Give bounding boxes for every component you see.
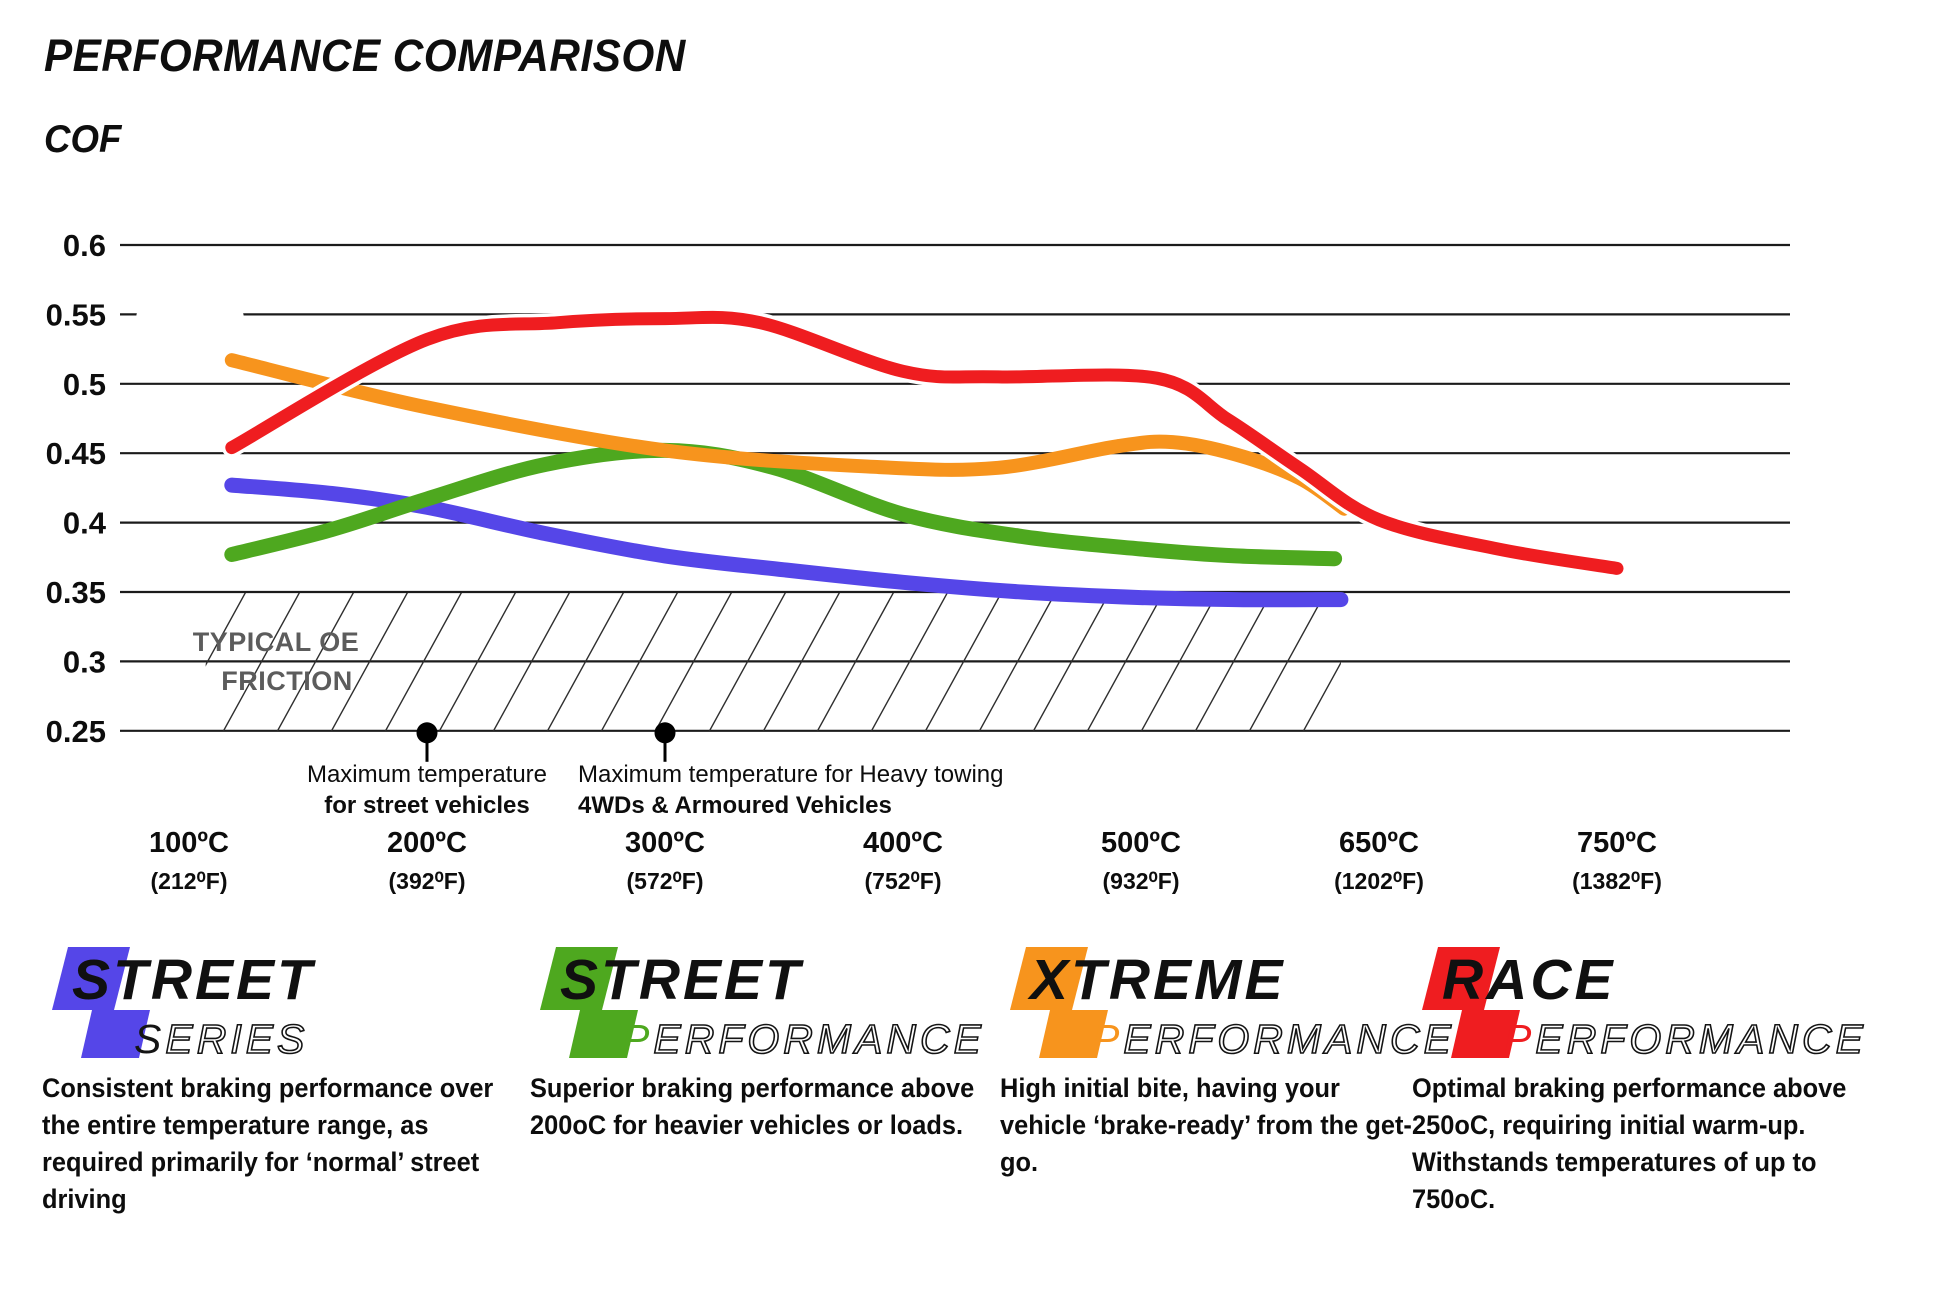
logo-word1: STREET — [72, 948, 316, 1012]
max-temp-marker-0 — [416, 722, 438, 744]
product-legend-row: STREET SERIES Consistent braking performa… — [0, 944, 1946, 1310]
oe-zone-label-line2: FRICTION — [221, 666, 353, 696]
logo-word1: STREET — [560, 948, 804, 1012]
x-tick-650c: 650ºC — [1339, 827, 1419, 859]
y-tick-0.3: 0.3 — [63, 644, 106, 679]
x-tick-100c: 100ºC — [149, 827, 229, 859]
series-xtreme-performance-line — [224, 353, 1352, 516]
x-tick-400c: 400ºC — [863, 827, 943, 859]
logo-word2: PERFORMANCE — [622, 1016, 985, 1062]
badge-top — [1010, 947, 1088, 1010]
y-tick-0.25: 0.25 — [46, 714, 106, 749]
annotation-1-line1: Maximum temperature for Heavy towing — [578, 761, 1003, 788]
y-tick-0.55: 0.55 — [46, 297, 106, 332]
legend-street-performance: STREET PERFORMANCE Superior braking perfo… — [530, 944, 1020, 1144]
logo-word2: PERFORMANCE — [1092, 1016, 1455, 1062]
badge-top — [1422, 947, 1500, 1010]
legend-xtreme-performance: XTREME PERFORMANCE High initial bite, hav… — [1000, 944, 1452, 1181]
badge-top — [52, 947, 130, 1010]
logo-word2: SERIES — [134, 1016, 308, 1062]
badge-bottom — [569, 1010, 638, 1058]
legend-street-series: STREET SERIES Consistent braking performa… — [42, 944, 542, 1218]
annotation-0-line2: for street vehicles — [324, 792, 529, 819]
x-tick-200c: 200ºC — [387, 827, 467, 859]
x-tick-100f: (212⁰F) — [151, 868, 228, 894]
white-halo-blob — [136, 292, 244, 352]
annotation-0-line1: Maximum temperature — [307, 761, 547, 788]
x-tick-750c: 750ºC — [1577, 827, 1657, 859]
series-race-performance-line — [225, 310, 1624, 575]
oe-zone-label-line1: TYPICAL OE — [193, 627, 360, 657]
cof-line-chart: 0.6 0.55 0.5 0.45 0.4 0.35 0.3 0.25 TYPICAL OE FR… — [46, 228, 1790, 894]
badge-bottom — [1039, 1010, 1108, 1058]
x-tick-200f: (392⁰F) — [389, 868, 466, 894]
badge-bottom — [81, 1010, 150, 1058]
badge-top — [540, 947, 618, 1010]
x-tick-500f: (932⁰F) — [1103, 868, 1180, 894]
y-tick-0.4: 0.4 — [63, 506, 107, 541]
x-tick-650f: (1202⁰F) — [1334, 868, 1424, 894]
race-performance-description: Optimal braking performance above 250oC,… — [1412, 1073, 1847, 1214]
x-tick-750f: (1382⁰F) — [1572, 868, 1662, 894]
badge-bottom — [1451, 1010, 1520, 1058]
x-tick-500c: 500ºC — [1101, 827, 1181, 859]
xtreme-performance-description: High initial bite, having your vehicle ‘… — [1000, 1073, 1412, 1177]
street-performance-description: Superior braking performance above 200oC… — [530, 1073, 975, 1140]
legend-race-performance: RACE PERFORMANCE Optimal braking performa… — [1412, 944, 1912, 1218]
logo-word2: PERFORMANCE — [1504, 1016, 1867, 1062]
max-temp-marker-1 — [654, 722, 676, 744]
y-tick-0.6: 0.6 — [63, 228, 106, 263]
y-axis-title: COF — [44, 118, 122, 161]
x-tick-300f: (572⁰F) — [627, 868, 704, 894]
y-tick-0.5: 0.5 — [63, 367, 106, 402]
street-series-description: Consistent braking performance over the … — [42, 1073, 494, 1214]
x-tick-400f: (752⁰F) — [865, 868, 942, 894]
page-title: PERFORMANCE COMPARISON — [44, 30, 686, 81]
y-tick-0.45: 0.45 — [46, 436, 106, 471]
y-tick-0.35: 0.35 — [46, 575, 106, 610]
logo-word1: RACE — [1442, 948, 1616, 1012]
annotation-1-line2: 4WDs & Armoured Vehicles — [578, 792, 892, 819]
logo-word1: XTREME — [1027, 948, 1286, 1012]
x-tick-300c: 300ºC — [625, 827, 705, 859]
